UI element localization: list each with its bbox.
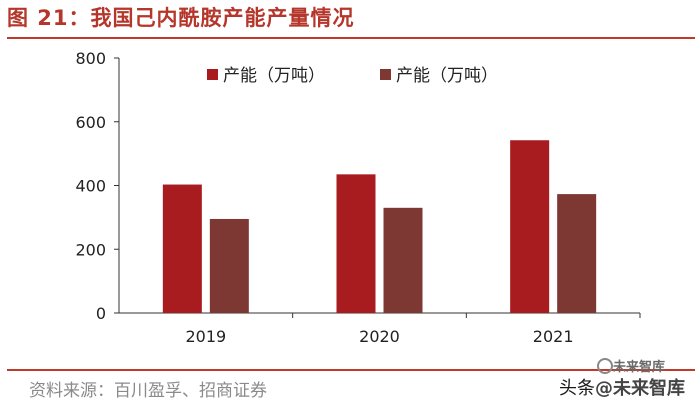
axes: 0 200 400 600 800 2019 2020 2021 bbox=[75, 49, 641, 346]
x-tick-label: 2021 bbox=[533, 327, 574, 346]
y-tick-label: 200 bbox=[75, 240, 106, 259]
watermark-small: 未来智库 bbox=[613, 360, 666, 375]
watermark-prefix: 头条 bbox=[559, 378, 595, 399]
bar-output-2020 bbox=[383, 207, 423, 313]
bar-capacity-2020 bbox=[336, 174, 376, 313]
title-rule bbox=[7, 37, 695, 39]
legend-swatch bbox=[207, 69, 218, 80]
y-tick-label: 0 bbox=[96, 304, 106, 323]
bars bbox=[162, 140, 597, 313]
figure-title: 图 21：我国己内酰胺产能产量情况 bbox=[7, 6, 355, 30]
y-tick-label: 600 bbox=[75, 113, 106, 132]
legend-swatch bbox=[380, 69, 391, 80]
watermark: 头条@未来智库 bbox=[559, 374, 685, 400]
source-note: 资料来源：百川盈孚、招商证券 bbox=[29, 381, 267, 401]
watermark-logo-icon bbox=[597, 358, 613, 374]
x-tick-label: 2019 bbox=[185, 327, 226, 346]
legend: 产能（万吨） 产能（万吨） bbox=[207, 66, 498, 86]
legend-label: 产能（万吨） bbox=[396, 66, 498, 86]
footer-rule bbox=[7, 369, 695, 371]
bar-output-2019 bbox=[209, 218, 249, 313]
watermark-brand: @未来智库 bbox=[595, 378, 685, 399]
bar-capacity-2019 bbox=[162, 184, 202, 313]
bar-output-2021 bbox=[557, 194, 597, 313]
bar-capacity-2021 bbox=[510, 140, 550, 313]
legend-label: 产能（万吨） bbox=[223, 66, 325, 86]
x-tick-label: 2020 bbox=[359, 327, 400, 346]
y-tick-label: 800 bbox=[75, 49, 106, 68]
y-tick-label: 400 bbox=[75, 177, 106, 196]
